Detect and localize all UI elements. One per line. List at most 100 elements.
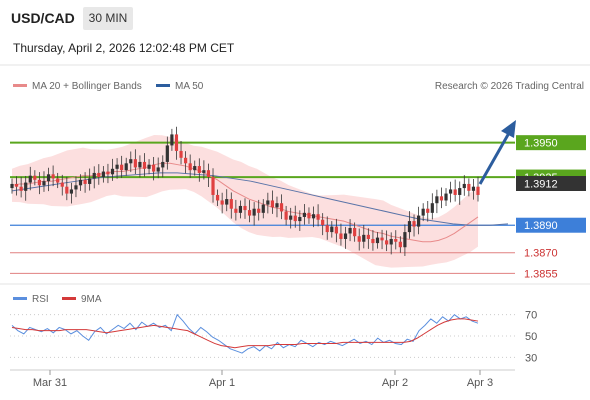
candle [421, 203, 425, 222]
candle [467, 178, 471, 197]
last-price-label: 1.3912 [524, 179, 558, 191]
copyright-text: Research © 2026 Trading Central [435, 81, 584, 92]
candle [252, 202, 256, 226]
x-tick-label-1: Apr 1 [209, 377, 235, 389]
candle [430, 193, 434, 220]
candle [88, 168, 92, 191]
candle [184, 151, 188, 174]
rsi-legend-label: RSI [32, 294, 49, 305]
level-label-3: 1.3870 [524, 248, 558, 260]
candle [444, 188, 448, 206]
candle [69, 182, 73, 204]
candle [74, 176, 78, 198]
rsi-tick-1: 50 [525, 331, 537, 343]
candle [448, 181, 453, 203]
rsi-lines [11, 313, 479, 354]
candle [229, 192, 233, 219]
candle [106, 163, 110, 184]
rsi-gridlines: 70 50 30 [10, 310, 537, 364]
candle [398, 236, 402, 253]
ma50-legend-swatch [156, 84, 170, 87]
candle [243, 198, 247, 219]
candle [311, 206, 316, 228]
candle [170, 128, 174, 151]
candle [120, 155, 124, 178]
candle [321, 213, 325, 236]
candle [124, 157, 128, 176]
candle [385, 230, 389, 252]
candle [407, 211, 412, 239]
candle [298, 210, 302, 231]
rsi-ma-legend-swatch [62, 297, 76, 300]
candle [152, 156, 156, 181]
rsi-ma-legend-label: 9MA [81, 294, 102, 305]
candle [147, 159, 151, 175]
candle [293, 205, 297, 228]
candle [284, 205, 288, 226]
level-label-4: 1.3855 [524, 268, 558, 280]
candle [357, 228, 361, 251]
x-axis: Mar 31 Apr 1 Apr 2 Apr 3 [33, 370, 493, 389]
candle [97, 164, 101, 185]
candle [247, 200, 252, 223]
x-tick-label-3: Apr 3 [467, 377, 493, 389]
level-box-0 [516, 135, 586, 151]
candle [476, 176, 480, 202]
candle [366, 228, 370, 249]
candle [371, 230, 375, 251]
candle [334, 218, 338, 243]
candle [202, 160, 206, 180]
candle [462, 175, 466, 196]
candle [362, 224, 366, 249]
candle [193, 160, 197, 176]
rsi-tick-2: 30 [525, 352, 537, 364]
last-price-marker: 1.3912 [516, 176, 586, 191]
candle [42, 171, 46, 192]
bollinger-legend-swatch [13, 84, 27, 87]
candle [110, 158, 115, 181]
candle [339, 223, 343, 246]
x-tick-label-0: Mar 31 [33, 377, 67, 389]
last-price-box [516, 176, 586, 191]
candle [197, 158, 201, 182]
symbol-title: USD/CAD [11, 10, 75, 26]
candle [471, 178, 476, 200]
candle [179, 141, 183, 165]
candle [302, 204, 306, 225]
candle [389, 232, 393, 255]
candle [261, 199, 265, 219]
chart-header: USD/CAD 30 MIN [0, 0, 590, 36]
candle [270, 190, 275, 214]
candle [188, 154, 192, 178]
candle [279, 194, 284, 220]
candle [215, 189, 220, 206]
candle [161, 155, 165, 178]
candle [78, 174, 83, 191]
candle [343, 226, 348, 249]
timeframe-badge[interactable]: 30 MIN [83, 7, 133, 30]
candle [353, 222, 357, 242]
candle [435, 189, 439, 214]
candle [275, 196, 279, 218]
candle [33, 170, 37, 186]
candle [417, 206, 421, 235]
candle [101, 166, 105, 183]
candle [65, 176, 69, 201]
candle [211, 168, 215, 203]
candle [266, 192, 270, 214]
candle [115, 158, 119, 179]
rsi-tick-0: 70 [525, 310, 537, 322]
rsi-legend-swatch [13, 297, 27, 300]
candle [375, 232, 380, 249]
forecast-arrow [478, 132, 511, 185]
candle [10, 178, 14, 194]
candles [10, 126, 480, 257]
level-box-2 [516, 217, 586, 233]
candle [220, 192, 224, 214]
candle [14, 176, 19, 196]
candle [51, 165, 55, 187]
candle [307, 207, 311, 224]
candle [458, 181, 462, 205]
candle [156, 157, 160, 179]
